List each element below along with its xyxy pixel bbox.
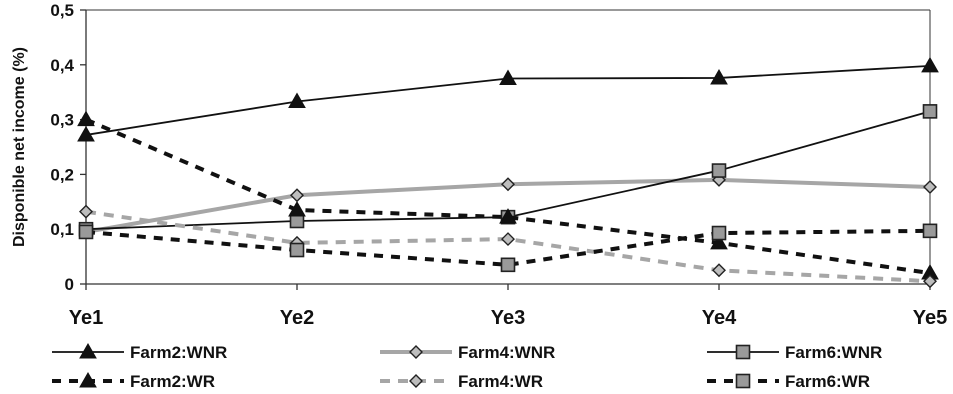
data-point-farm4-wr: [712, 263, 726, 278]
series-farm2-wnr: [77, 56, 939, 142]
series-farm4-wnr: [79, 172, 937, 239]
y-axis-title: Disponible net income (%): [11, 47, 28, 247]
data-point-farm6-wr: [711, 225, 727, 241]
legend-label-farm6-wnr: Farm6:WNR: [785, 343, 882, 362]
legend: Farm2:WNR Farm4:WNR Farm6:WNR Farm2:WR Farm4…: [52, 342, 882, 391]
y-tick-label: 0,2: [50, 165, 74, 184]
data-point-farm6-wnr: [922, 104, 938, 119]
legend-label-farm4-wr: Farm4:WR: [458, 372, 543, 391]
series-line-farm2-wr: [85, 117, 931, 276]
legend-item-farm4-wnr: Farm4:WNR: [380, 343, 555, 362]
data-point-farm4-wr: [501, 232, 515, 247]
legend-marker-farm4-wr: [409, 374, 423, 388]
legend-item-farm4-wr: Farm4:WR: [380, 372, 543, 391]
legend-item-farm2-wnr: Farm2:WNR: [52, 342, 227, 362]
data-point-farm2-wr: [77, 110, 95, 127]
series-line-farm6-wr: [85, 228, 931, 267]
data-point-farm4-wr: [79, 204, 93, 219]
data-point-farm6-wnr: [711, 163, 727, 178]
data-point-farm4-wnr: [290, 188, 304, 203]
y-tick-label: 0: [65, 275, 74, 294]
data-point-farm6-wr: [500, 257, 516, 273]
data-point-farm2-wnr: [921, 56, 939, 73]
legend-label-farm2-wr: Farm2:WR: [130, 372, 215, 391]
legend-marker-farm6-wnr: [735, 344, 751, 360]
x-tick-label: Ye3: [491, 307, 525, 329]
x-tick-label: Ye4: [702, 307, 737, 329]
data-point-farm2-wr: [499, 208, 517, 224]
axes: 0 0,1 0,2 0,3 0,4 0,5 Ye1 Ye2 Ye3 Ye4 Ye5: [50, 1, 947, 329]
data-point-farm2-wnr: [77, 125, 95, 142]
series-line-farm4-wr: [85, 209, 931, 284]
legend-marker-farm6-wr: [735, 373, 751, 389]
series-farm6-wr: [78, 223, 938, 273]
legend-item-farm2-wr: Farm2:WR: [52, 371, 215, 391]
legend-item-farm6-wr: Farm6:WR: [707, 372, 870, 391]
series-farm2-wr: [77, 110, 939, 280]
legend-item-farm6-wnr: Farm6:WNR: [707, 343, 882, 362]
data-point-farm4-wnr: [923, 180, 937, 194]
x-tick-label: Ye1: [69, 307, 103, 329]
data-point-farm2-wnr: [710, 68, 728, 85]
legend-marker-farm2-wr: [79, 371, 97, 388]
data-point-farm2-wr: [288, 201, 306, 217]
series-layer: [77, 56, 939, 289]
legend-label-farm4-wnr: Farm4:WNR: [458, 343, 555, 362]
legend-marker-farm4-wnr: [409, 345, 423, 359]
legend-marker-farm2-wnr: [79, 342, 97, 359]
y-tick-label: 0,1: [50, 220, 74, 239]
y-tick-label: 0,3: [50, 111, 74, 130]
x-tick-label: Ye5: [913, 307, 947, 329]
legend-label-farm2-wnr: Farm2:WNR: [130, 343, 227, 362]
data-point-farm4-wnr: [501, 177, 515, 192]
data-point-farm4-wr: [923, 274, 937, 289]
data-point-farm6-wr: [78, 224, 94, 240]
data-point-farm2-wnr: [288, 92, 306, 109]
y-tick-label: 0,5: [50, 1, 74, 20]
data-point-farm2-wnr: [499, 69, 517, 85]
data-point-farm6-wr: [289, 242, 305, 258]
data-point-farm6-wr: [922, 223, 938, 239]
data-point-farm2-wr: [710, 233, 728, 250]
legend-label-farm6-wr: Farm6:WR: [785, 372, 870, 391]
x-tick-label: Ye2: [280, 307, 314, 329]
y-tick-label: 0,4: [50, 56, 74, 75]
